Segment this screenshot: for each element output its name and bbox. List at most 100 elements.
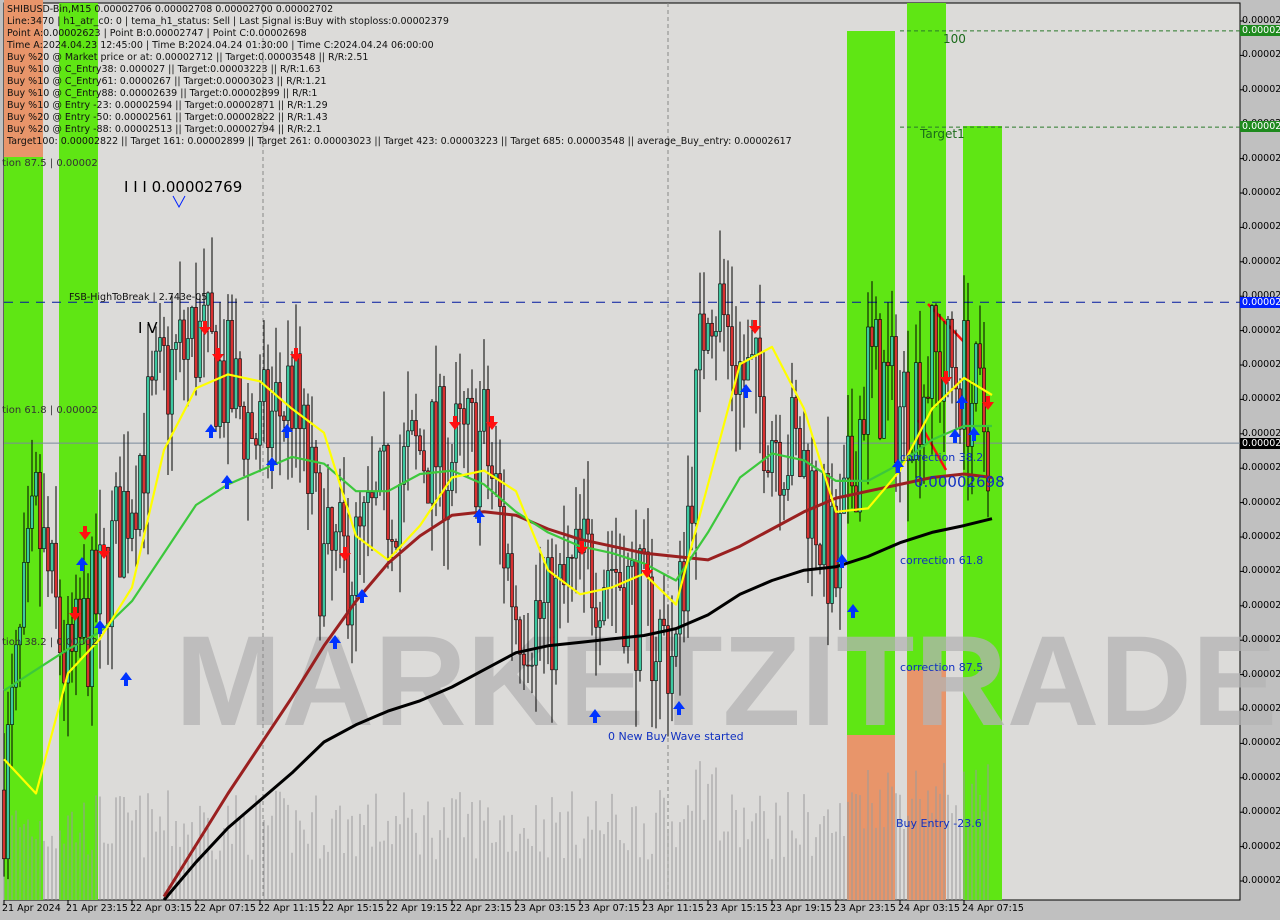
bear-candle bbox=[422, 450, 426, 472]
price-tick-label: 0.00002 bbox=[1242, 496, 1280, 508]
bull-candle bbox=[714, 331, 718, 337]
bull-candle bbox=[610, 568, 614, 571]
bull-candle bbox=[246, 412, 250, 460]
bear-candle bbox=[470, 397, 474, 404]
fsb-label: FSB-HighToBreak | 2.743e-05 bbox=[69, 292, 208, 303]
bull-candle bbox=[606, 570, 610, 588]
bull-candle bbox=[882, 361, 886, 439]
bear-candle bbox=[742, 361, 746, 381]
bull-candle bbox=[674, 633, 678, 657]
watermark: MARKETZITRADE bbox=[175, 610, 1277, 753]
bull-candle bbox=[866, 326, 870, 435]
bull-candle bbox=[354, 516, 358, 596]
bear-candle bbox=[266, 369, 270, 448]
bull-candle bbox=[846, 435, 850, 479]
bull-candle bbox=[830, 505, 834, 604]
info-line: Point A:0.00002623 | Point B:0.00002747 … bbox=[7, 28, 307, 39]
bull-candle bbox=[638, 548, 642, 671]
buy-arrow-icon bbox=[847, 604, 859, 618]
bull-candle bbox=[914, 362, 918, 460]
price-tick-label: 0.00002 bbox=[1242, 290, 1280, 302]
sell-arrow-icon bbox=[212, 348, 224, 362]
bear-candle bbox=[426, 470, 430, 504]
bear-candle bbox=[762, 396, 766, 472]
bear-candle bbox=[526, 664, 530, 667]
time-tick-label: 24 Apr 07:15 bbox=[962, 903, 1024, 914]
buy-entry-label: Buy Entry -23.6 bbox=[896, 817, 982, 830]
bear-candle bbox=[950, 318, 954, 368]
buy-arrow-icon bbox=[473, 509, 485, 523]
buy-arrow-icon bbox=[589, 709, 601, 723]
sell-arrow-icon bbox=[69, 607, 81, 621]
bear-candle bbox=[934, 305, 938, 353]
time-tick-label: 23 Apr 19:15 bbox=[770, 903, 832, 914]
bull-candle bbox=[478, 430, 482, 508]
sell-arrow-icon bbox=[641, 564, 653, 578]
bull-candle bbox=[810, 470, 814, 539]
price-marker-target1: 0.00002 bbox=[1240, 121, 1280, 132]
bear-candle bbox=[370, 492, 374, 499]
signal-zone bbox=[59, 3, 98, 900]
bear-candle bbox=[878, 319, 882, 439]
bear-candle bbox=[242, 405, 246, 460]
bull-candle bbox=[286, 365, 290, 421]
price-tick-label: 0.00002 bbox=[1242, 840, 1280, 852]
price-tick-label: 0.00002 bbox=[1242, 83, 1280, 95]
bull-candle bbox=[234, 358, 238, 410]
bull-candle bbox=[706, 322, 710, 351]
bull-candle bbox=[930, 305, 934, 399]
time-tick-label: 23 Apr 11:15 bbox=[642, 903, 704, 914]
bear-candle bbox=[954, 367, 958, 390]
bear-candle bbox=[958, 388, 962, 430]
bear-candle bbox=[926, 396, 930, 399]
bear-candle bbox=[86, 598, 90, 687]
fib-618-left-label: tion 61.8 | 0.00002 bbox=[2, 405, 98, 416]
bull-candle bbox=[258, 401, 262, 446]
buy-arrow-icon bbox=[120, 672, 132, 686]
bull-candle bbox=[42, 527, 46, 550]
price-tick-label: 0.00002 bbox=[1242, 255, 1280, 267]
pattern-line bbox=[927, 303, 965, 343]
bear-candle bbox=[982, 367, 986, 433]
bull-candle bbox=[270, 410, 274, 448]
bear-candle bbox=[870, 326, 874, 347]
time-tick-label: 23 Apr 07:15 bbox=[578, 903, 640, 914]
sell-arrow-icon bbox=[449, 416, 461, 430]
bull-candle bbox=[654, 661, 658, 682]
bear-candle bbox=[618, 572, 622, 588]
bear-candle bbox=[622, 587, 626, 647]
info-line: Buy %10 @ C_Entry88: 0.00002639 || Targe… bbox=[7, 88, 318, 99]
bull-candle bbox=[382, 444, 386, 452]
bull-candle bbox=[962, 320, 966, 430]
bull-candle bbox=[554, 577, 558, 671]
target1-label: Target1 bbox=[920, 127, 965, 141]
bull-candle bbox=[206, 292, 210, 306]
bear-candle bbox=[886, 361, 890, 367]
bear-candle bbox=[474, 402, 478, 508]
price-tick-label: 0.00002 bbox=[1242, 221, 1280, 233]
bear-candle bbox=[966, 320, 970, 447]
bull-candle bbox=[406, 430, 410, 447]
bull-candle bbox=[438, 386, 442, 468]
bear-candle bbox=[78, 598, 82, 638]
bear-candle bbox=[894, 336, 898, 463]
bull-candle bbox=[738, 361, 742, 395]
bear-candle bbox=[442, 386, 446, 520]
bull-candle bbox=[466, 397, 470, 425]
bull-candle bbox=[786, 475, 790, 490]
bull-candle bbox=[178, 319, 182, 343]
bull-candle bbox=[558, 564, 562, 579]
signal-zone bbox=[4, 0, 43, 157]
bull-candle bbox=[198, 320, 202, 378]
price-tick-label: 0.00002 bbox=[1242, 427, 1280, 439]
bull-candle bbox=[378, 450, 382, 492]
bear-candle bbox=[498, 473, 502, 507]
buy-arrow-icon bbox=[329, 635, 341, 649]
bear-candle bbox=[834, 505, 838, 589]
bull-candle bbox=[402, 446, 406, 485]
buy-arrow-icon bbox=[281, 424, 293, 438]
bear-candle bbox=[46, 527, 50, 572]
bear-candle bbox=[490, 465, 494, 479]
bull-candle bbox=[170, 349, 174, 415]
